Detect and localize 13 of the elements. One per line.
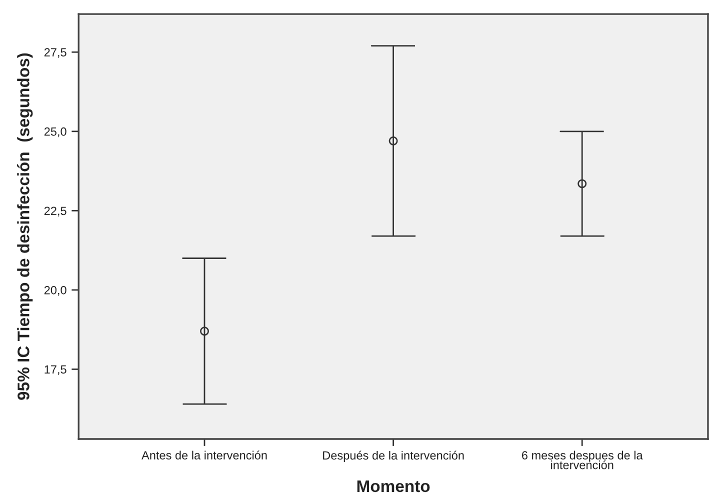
point [388,136,398,146]
x-tick-label: Antes de la intervención [142,450,267,460]
y-tick-label: 20,0 [44,286,66,296]
y-axis-title: 95% IC Tiempo de desinfección (segundos) [16,53,33,400]
y-tick-label: 25,0 [44,127,66,138]
point [578,179,587,188]
y-tick-label: 22,5 [44,206,66,216]
x-axis-title: Momento [357,480,430,492]
x-tick-label: Después de la intervención [323,450,464,462]
x-tick-label: 6 meses despues de la intervención [522,450,643,470]
y-tick-label: 17,5 [44,365,66,376]
y-tick-label: 27,5 [44,48,66,58]
point [200,326,210,336]
